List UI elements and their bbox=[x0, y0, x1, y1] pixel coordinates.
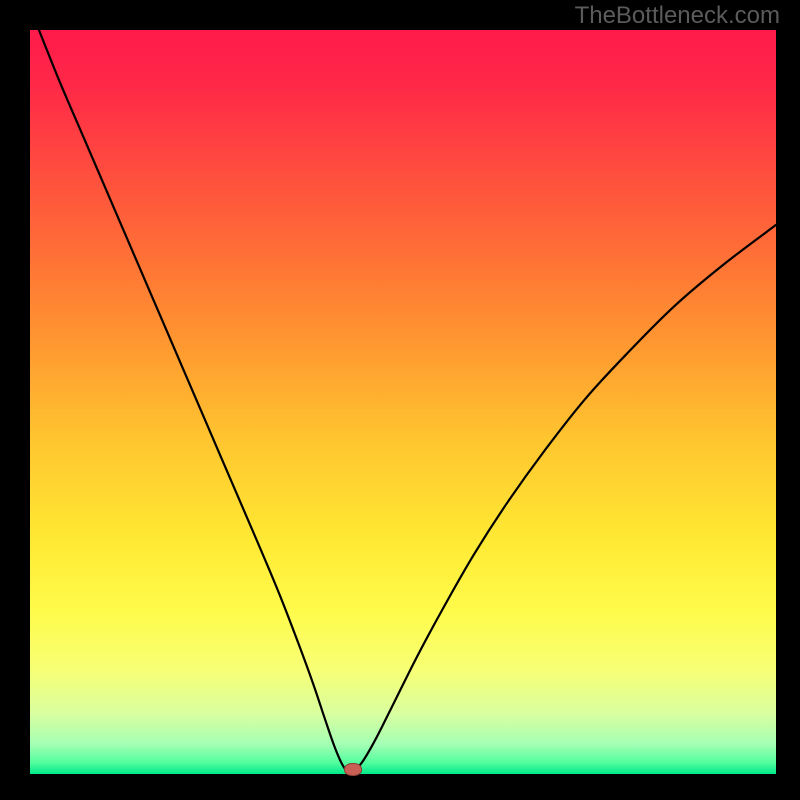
watermark-text: TheBottleneck.com bbox=[575, 2, 780, 30]
optimal-point-marker bbox=[344, 763, 362, 776]
chart-frame bbox=[30, 30, 776, 774]
plot-area bbox=[30, 30, 776, 774]
gradient-background bbox=[30, 30, 776, 774]
